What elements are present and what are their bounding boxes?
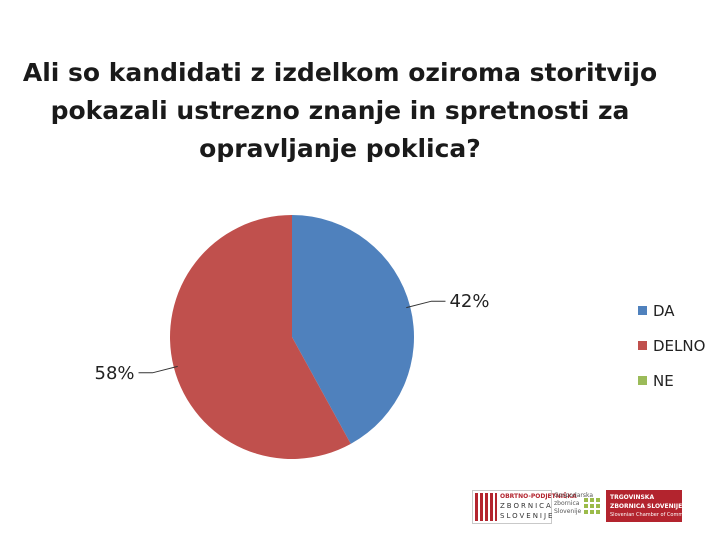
ozs-logo: OBRTNO-PODJETNIŠKA ZBORNICA SLOVENIJE [472,490,577,524]
legend-item-da: DA [638,293,705,328]
legend-label: DA [653,301,675,320]
legend-label: NE [653,371,674,390]
legend-label: DELNO [653,336,706,355]
legend: DA DELNO NE [638,293,705,398]
gzs-grid-icon [584,498,600,514]
tzs-logo: TRGOVINSKA ZBORNICA SLOVENIJE Slovenian … [606,490,694,522]
legend-item-delno: DELNO [638,328,705,363]
legend-item-ne: NE [638,363,705,398]
leader-line-da [406,300,446,309]
chart-title: Ali so kandidati z izdelkom oziroma stor… [22,58,658,163]
leader-line-delno [138,365,178,374]
ozs-emblem-icon [475,493,497,521]
pie-slice-da [292,215,414,444]
data-label-delno: 58% [95,363,135,384]
data-label-da: 42% [449,291,489,312]
legend-swatch [638,376,647,385]
legend-swatch [638,306,647,315]
footer-logos: OBRTNO-PODJETNIŠKA ZBORNICA SLOVENIJE Go… [470,488,694,524]
gzs-logo: Gospodarska zbornica Slovenije [554,490,602,522]
legend-swatch [638,341,647,350]
pie-slice-delno [169,215,351,459]
